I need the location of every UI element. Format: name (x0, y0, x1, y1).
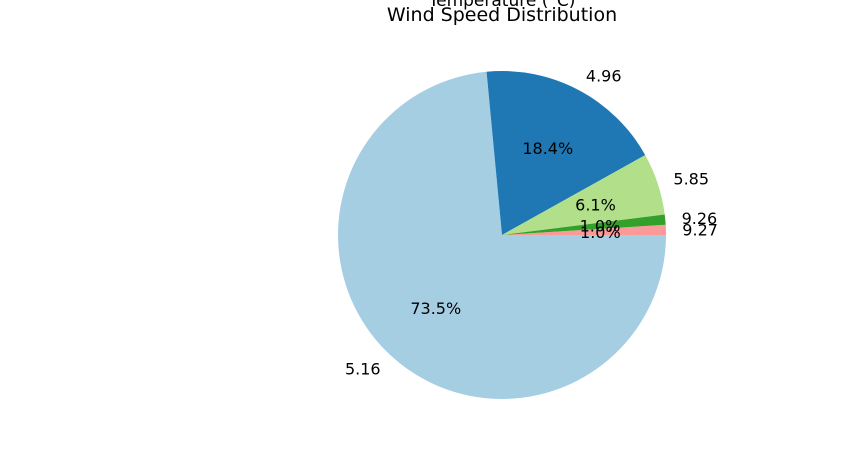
pie-slice-5-85 (502, 155, 665, 235)
category-label: 9.26 (682, 209, 718, 228)
percent-label: 1.0% (580, 223, 621, 242)
category-label: 9.27 (682, 220, 718, 239)
percent-label: 18.4% (522, 139, 573, 158)
percent-label: 6.1% (575, 195, 616, 214)
category-label: 5.85 (673, 170, 709, 189)
pie-slice-9-27 (502, 224, 666, 235)
pie-slice-5-16 (337, 71, 666, 399)
category-label: 5.16 (345, 359, 381, 378)
pie-labels: 1.0% 9.27 73.5% 5.16 18.4% 4.96 6.1% 5.85 1.0% 9.… (345, 66, 718, 378)
percent-label: 73.5% (410, 299, 461, 318)
percent-label: 1.0% (580, 217, 621, 236)
pie-slice-9-26 (502, 214, 666, 235)
pie-slices (337, 71, 666, 399)
chart-title: Wind Speed Distribution (387, 4, 617, 26)
category-label: 4.96 (586, 66, 622, 85)
pie-slice-4-96 (486, 71, 646, 235)
chart-subtitle: Temperature (°C) (428, 0, 576, 11)
